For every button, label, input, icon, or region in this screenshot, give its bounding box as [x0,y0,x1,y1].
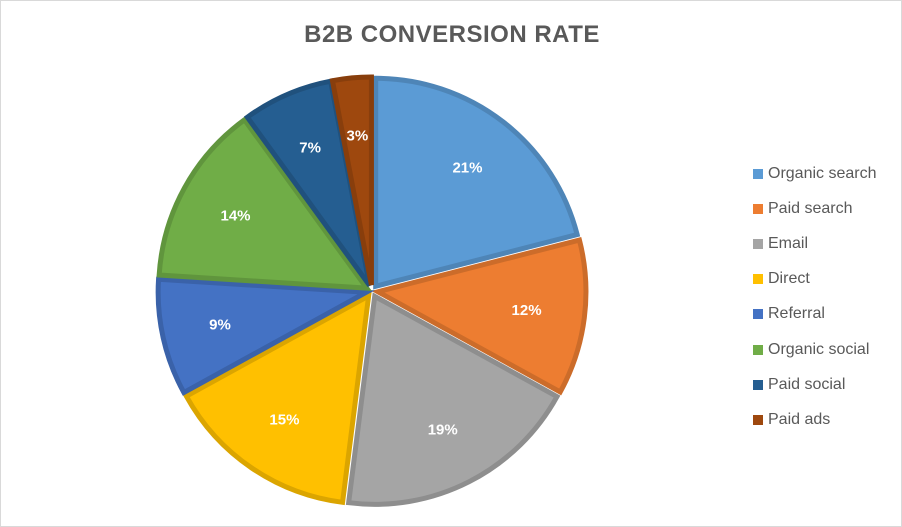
legend-swatch [753,414,763,425]
legend-item-direct: Direct [753,262,877,297]
legend-item-paid-social: Paid social [753,367,877,402]
legend-item-paid-ads: Paid ads [753,402,877,437]
legend-label: Referral [768,305,825,323]
pie-slice-organic-search [373,75,581,290]
slice-label-paid-ads: 3% [346,127,368,144]
chart-legend: Organic search Paid search Email Direct Refe… [753,156,877,438]
slice-label-email: 19% [428,421,458,438]
legend-swatch [753,344,763,355]
legend-label: Email [768,234,809,252]
legend-label: Paid social [768,375,846,393]
slice-label-paid-social: 7% [299,140,321,157]
pie-slice-organic-social [156,116,372,291]
legend-item-paid-search: Paid search [753,191,877,226]
pie-slices [155,74,589,507]
legend-item-organic-social: Organic social [753,332,877,367]
legend-label: Organic social [768,340,870,358]
legend-swatch [753,379,763,390]
pie-slice-labels: 21% 12% 19% 15% 9% 14% 7% 3% [209,127,541,438]
legend-item-email: Email [753,226,877,261]
legend-item-organic-search: Organic search [753,156,877,191]
pie-slice-direct [182,291,372,506]
slice-label-organic-social: 14% [220,207,250,224]
legend-item-referral: Referral [753,297,877,332]
slice-label-paid-search: 12% [512,302,542,319]
pie-slice-paid-ads [329,74,374,286]
chart-title: B2B CONVERSION RATE [304,21,600,48]
legend-swatch [753,274,763,285]
legend-swatch [753,203,763,214]
legend-label: Paid ads [768,410,831,428]
pie-slice-email [345,292,561,507]
pie-slice-referral [155,276,375,396]
pie-slice-paid-search [371,236,589,396]
slice-label-referral: 9% [209,316,231,333]
legend-label: Paid search [768,199,853,217]
legend-label: Organic search [768,164,877,182]
slice-label-direct: 15% [269,411,299,428]
legend-label: Direct [768,270,810,288]
legend-swatch [753,168,763,179]
legend-swatch [753,309,763,320]
legend-swatch [753,238,763,249]
slice-label-organic-search: 21% [452,159,482,176]
